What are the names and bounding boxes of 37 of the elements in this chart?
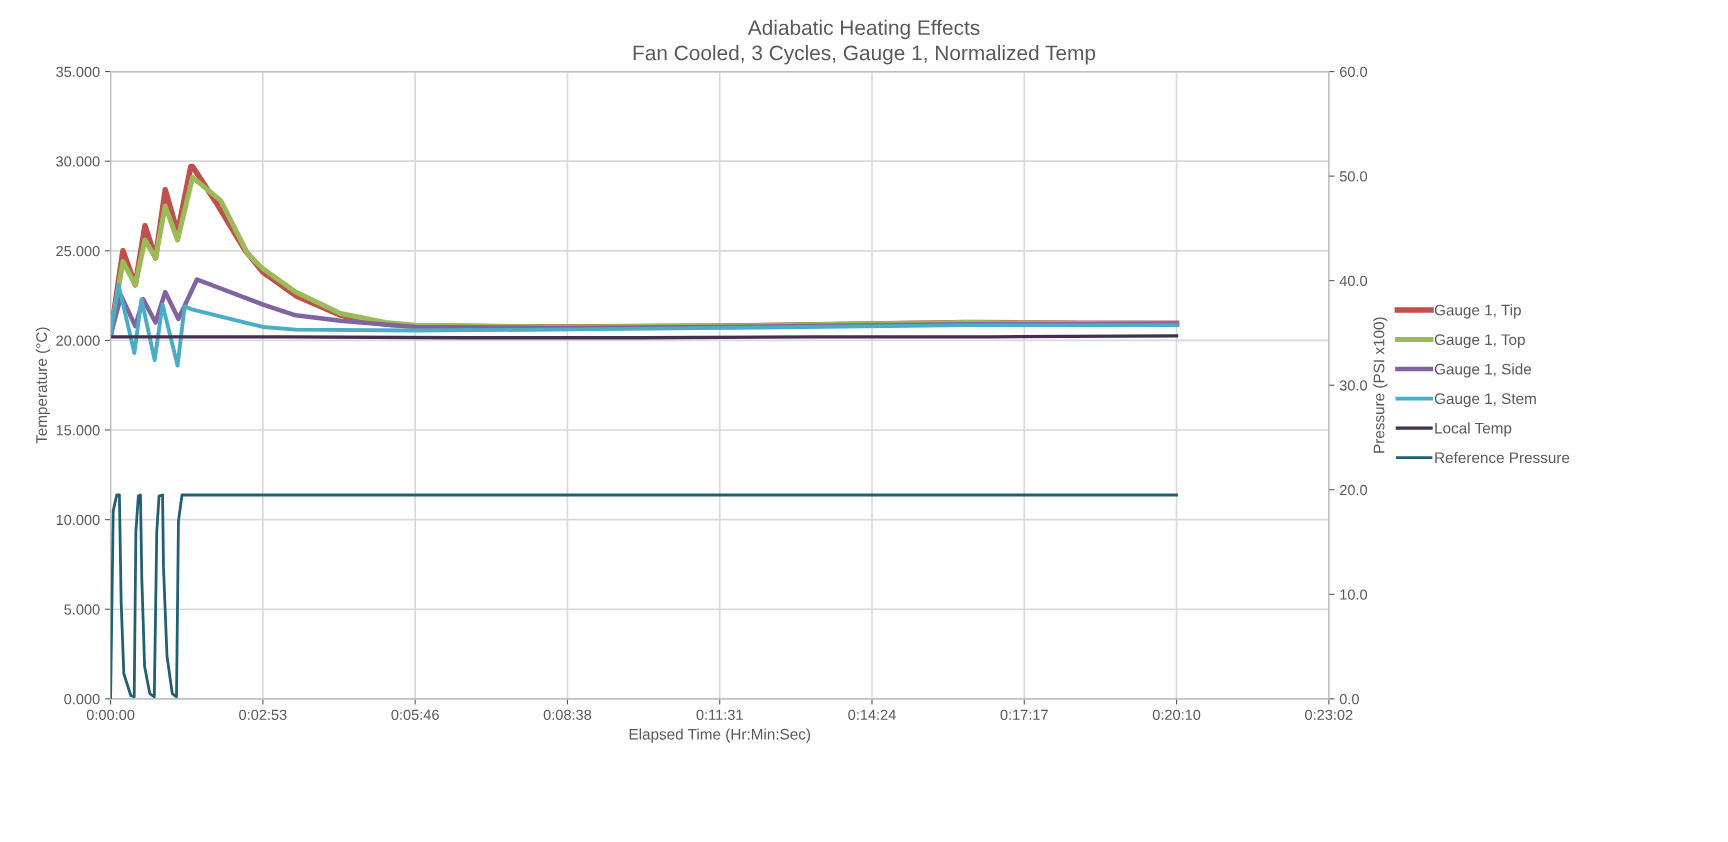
legend-label: Gauge 1, Tip [1434, 304, 1521, 319]
y2-tick-label: 10.0 [1340, 589, 1368, 600]
x-tick-label: 0:23:02 [1305, 709, 1353, 720]
line-series [110, 493, 1178, 699]
y-tick-label: 5.000 [64, 604, 100, 615]
y-tick-label: 25.000 [56, 245, 100, 257]
legend-label: Local Temp [1435, 422, 1512, 437]
x-tick-label: 0:00:00 [86, 709, 135, 720]
y-tick-label: 10.000 [56, 514, 100, 526]
y2-tick-label: 50.0 [1339, 171, 1368, 182]
x-tick-label: 0:02:53 [239, 709, 287, 720]
y2-tick-label: 40.0 [1339, 275, 1368, 287]
x-tick-label: 0:17:17 [1000, 709, 1048, 720]
y2-tick-label: 60.0 [1339, 66, 1368, 77]
x-tick-label: 0:11:31 [696, 709, 743, 720]
x-tick-label: 0:14:24 [848, 709, 896, 720]
x-tick-label: 0:08:38 [543, 709, 592, 720]
y2-tick-label: 0.0 [1339, 693, 1359, 705]
chart-subtitle: Fan Cooled, 3 Cycles, Gauge 1, Normalized Temp [633, 45, 1096, 65]
line-series [110, 282, 1179, 368]
x-tick-label: 0:20:10 [1152, 709, 1201, 720]
y-tick-label: 20.000 [56, 335, 100, 346]
x-axis-title: Elapsed Time (Hr:Min:Sec) [629, 728, 811, 743]
y2-tick-label: 30.0 [1339, 380, 1368, 391]
legend-label: Reference Pressure [1435, 451, 1570, 464]
y2-axis-title: Pressure (PSI x100) [1373, 317, 1388, 453]
legend-label: Gauge 1, Stem [1434, 393, 1536, 408]
x-tick-label: 0:05:46 [391, 709, 439, 720]
y-axis-title: Temperature (°C) [35, 327, 51, 444]
chart-title: Adiabatic Heating Effects [747, 19, 980, 40]
y-tick-label: 0.000 [64, 693, 100, 705]
y-tick-label: 35.000 [56, 66, 100, 77]
legend-label: Gauge 1, Side [1434, 363, 1532, 378]
y-tick-label: 15.000 [56, 425, 100, 436]
legend-label: Gauge 1, Top [1434, 334, 1525, 349]
y2-tick-label: 20.0 [1339, 484, 1368, 496]
y-tick-label: 30.000 [56, 156, 100, 167]
